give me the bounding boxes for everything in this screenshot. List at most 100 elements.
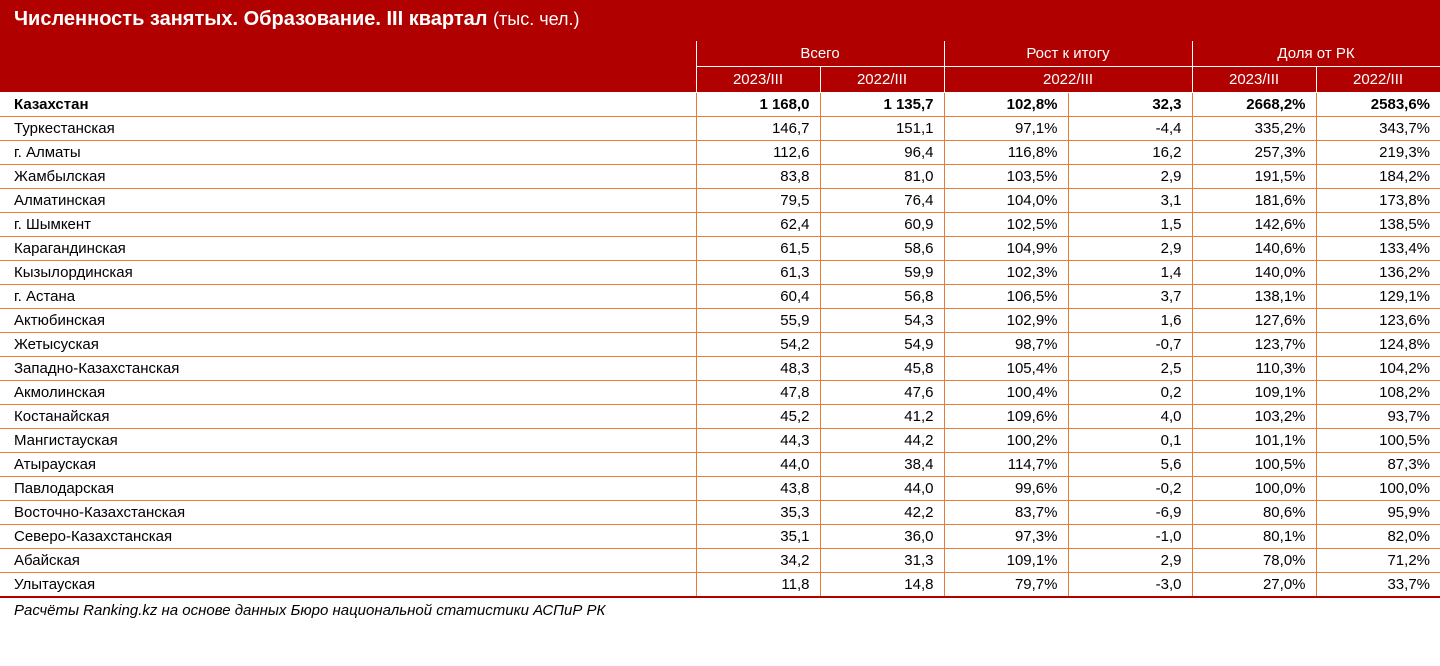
cell-share-2022: 33,7% <box>1316 573 1440 598</box>
cell-region: Жетысуская <box>0 333 696 357</box>
cell-region: Павлодарская <box>0 477 696 501</box>
cell-share-2022: 124,8% <box>1316 333 1440 357</box>
cell-total-2023: 48,3 <box>696 357 820 381</box>
cell-share-2022: 129,1% <box>1316 285 1440 309</box>
cell-total-2023: 43,8 <box>696 477 820 501</box>
table-row: г. Алматы112,696,4116,8%16,2257,3%219,3% <box>0 141 1440 165</box>
cell-region: Восточно-Казахстанская <box>0 501 696 525</box>
cell-share-2022: 108,2% <box>1316 381 1440 405</box>
cell-growth-pct: 99,6% <box>944 477 1068 501</box>
cell-share-2023: 138,1% <box>1192 285 1316 309</box>
cell-growth-abs: 4,0 <box>1068 405 1192 429</box>
cell-total-2023: 61,5 <box>696 237 820 261</box>
cell-growth-abs: -1,0 <box>1068 525 1192 549</box>
cell-share-2022: 93,7% <box>1316 405 1440 429</box>
cell-region: г. Шымкент <box>0 213 696 237</box>
cell-share-2023: 100,5% <box>1192 453 1316 477</box>
table-row: г. Астана60,456,8106,5%3,7138,1%129,1% <box>0 285 1440 309</box>
cell-total-2022: 45,8 <box>820 357 944 381</box>
data-table: Всего Рост к итогу Доля от РК 2023/III 2… <box>0 41 1440 598</box>
cell-growth-abs: 1,6 <box>1068 309 1192 333</box>
cell-share-2022: 104,2% <box>1316 357 1440 381</box>
cell-growth-pct: 105,4% <box>944 357 1068 381</box>
cell-growth-abs: 2,9 <box>1068 165 1192 189</box>
cell-total-2022: 41,2 <box>820 405 944 429</box>
table-row: Туркестанская146,7151,197,1%-4,4335,2%34… <box>0 117 1440 141</box>
cell-share-2022: 136,2% <box>1316 261 1440 285</box>
cell-growth-abs: 0,2 <box>1068 381 1192 405</box>
table-row: Мангистауская44,344,2100,2%0,1101,1%100,… <box>0 429 1440 453</box>
cell-share-2023: 101,1% <box>1192 429 1316 453</box>
cell-growth-pct: 116,8% <box>944 141 1068 165</box>
table-row: Западно-Казахстанская48,345,8105,4%2,511… <box>0 357 1440 381</box>
cell-region: Карагандинская <box>0 237 696 261</box>
cell-growth-pct: 79,7% <box>944 573 1068 598</box>
cell-total-2022: 60,9 <box>820 213 944 237</box>
cell-share-2022: 71,2% <box>1316 549 1440 573</box>
cell-share-2023: 140,0% <box>1192 261 1316 285</box>
cell-growth-abs: 2,9 <box>1068 237 1192 261</box>
cell-total-2022: 42,2 <box>820 501 944 525</box>
cell-share-2023: 110,3% <box>1192 357 1316 381</box>
table-row: Костанайская45,241,2109,6%4,0103,2%93,7% <box>0 405 1440 429</box>
cell-total-2023: 60,4 <box>696 285 820 309</box>
cell-share-2023: 103,2% <box>1192 405 1316 429</box>
table-row: Северо-Казахстанская35,136,097,3%-1,080,… <box>0 525 1440 549</box>
cell-total-2022: 54,9 <box>820 333 944 357</box>
cell-growth-pct: 109,6% <box>944 405 1068 429</box>
cell-share-2022: 100,5% <box>1316 429 1440 453</box>
cell-share-2022: 138,5% <box>1316 213 1440 237</box>
table-row: Алматинская79,576,4104,0%3,1181,6%173,8% <box>0 189 1440 213</box>
cell-growth-abs: 3,1 <box>1068 189 1192 213</box>
cell-total-2023: 1 168,0 <box>696 93 820 117</box>
table-header: Всего Рост к итогу Доля от РК 2023/III 2… <box>0 41 1440 93</box>
cell-growth-abs: 3,7 <box>1068 285 1192 309</box>
cell-growth-pct: 100,4% <box>944 381 1068 405</box>
table-row: г. Шымкент62,460,9102,5%1,5142,6%138,5% <box>0 213 1440 237</box>
cell-growth-pct: 104,0% <box>944 189 1068 213</box>
cell-share-2023: 142,6% <box>1192 213 1316 237</box>
table-row: Акмолинская47,847,6100,4%0,2109,1%108,2% <box>0 381 1440 405</box>
cell-share-2023: 27,0% <box>1192 573 1316 598</box>
cell-growth-abs: -0,7 <box>1068 333 1192 357</box>
cell-growth-pct: 106,5% <box>944 285 1068 309</box>
cell-region: г. Алматы <box>0 141 696 165</box>
cell-total-2023: 34,2 <box>696 549 820 573</box>
cell-total-2023: 54,2 <box>696 333 820 357</box>
cell-share-2022: 123,6% <box>1316 309 1440 333</box>
cell-share-2022: 87,3% <box>1316 453 1440 477</box>
cell-share-2023: 140,6% <box>1192 237 1316 261</box>
cell-share-2023: 109,1% <box>1192 381 1316 405</box>
cell-region: Алматинская <box>0 189 696 213</box>
cell-share-2023: 100,0% <box>1192 477 1316 501</box>
cell-total-2022: 14,8 <box>820 573 944 598</box>
cell-region: Акмолинская <box>0 381 696 405</box>
table-row: Атырауская44,038,4114,7%5,6100,5%87,3% <box>0 453 1440 477</box>
cell-total-2023: 35,3 <box>696 501 820 525</box>
cell-region: Атырауская <box>0 453 696 477</box>
cell-total-2023: 61,3 <box>696 261 820 285</box>
cell-share-2023: 2668,2% <box>1192 93 1316 117</box>
cell-total-2022: 31,3 <box>820 549 944 573</box>
header-share-2023: 2023/III <box>1192 67 1316 93</box>
cell-total-2022: 1 135,7 <box>820 93 944 117</box>
table-row: Павлодарская43,844,099,6%-0,2100,0%100,0… <box>0 477 1440 501</box>
cell-share-2023: 80,1% <box>1192 525 1316 549</box>
cell-total-2023: 35,1 <box>696 525 820 549</box>
cell-total-2023: 47,8 <box>696 381 820 405</box>
cell-total-2022: 47,6 <box>820 381 944 405</box>
cell-share-2022: 133,4% <box>1316 237 1440 261</box>
cell-share-2023: 181,6% <box>1192 189 1316 213</box>
cell-share-2023: 80,6% <box>1192 501 1316 525</box>
cell-share-2022: 173,8% <box>1316 189 1440 213</box>
cell-total-2023: 112,6 <box>696 141 820 165</box>
cell-total-2023: 45,2 <box>696 405 820 429</box>
cell-share-2022: 219,3% <box>1316 141 1440 165</box>
cell-total-2022: 38,4 <box>820 453 944 477</box>
cell-growth-pct: 109,1% <box>944 549 1068 573</box>
cell-total-2023: 44,0 <box>696 453 820 477</box>
cell-share-2022: 2583,6% <box>1316 93 1440 117</box>
title-sub: (тыс. чел.) <box>493 9 579 29</box>
header-group-total: Всего <box>696 41 944 67</box>
cell-region: г. Астана <box>0 285 696 309</box>
